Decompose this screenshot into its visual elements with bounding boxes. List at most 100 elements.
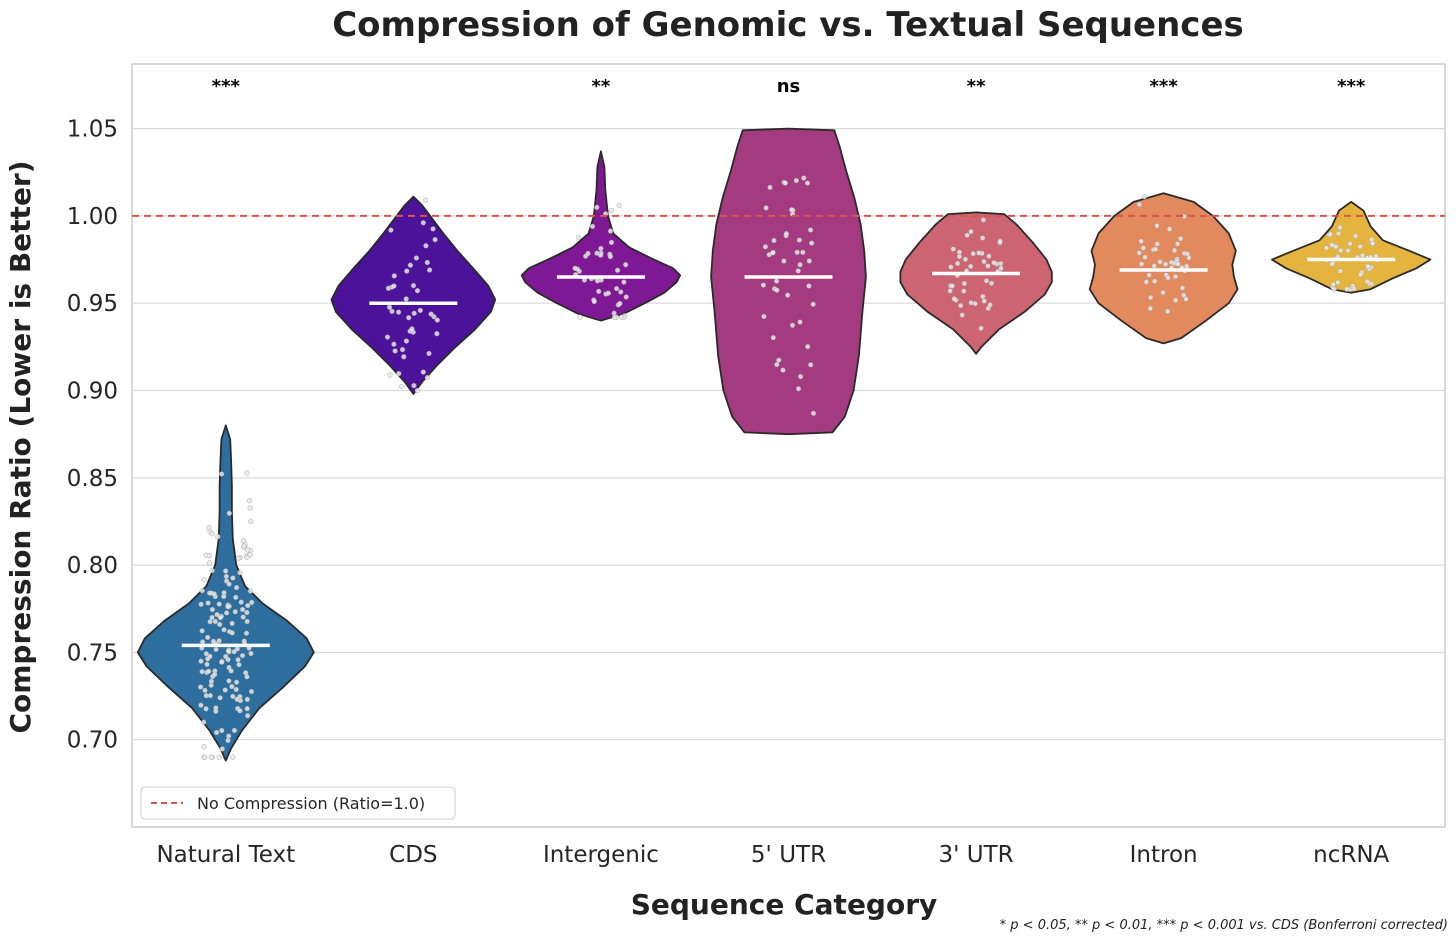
data-point (225, 737, 231, 744)
data-point (991, 260, 997, 266)
data-point (237, 570, 243, 576)
data-point (1147, 305, 1153, 312)
data-point (978, 325, 984, 331)
data-point (245, 713, 251, 719)
data-point (244, 696, 250, 703)
data-point (230, 754, 236, 760)
data-point (404, 268, 410, 274)
x-tick-labels: Natural Text CDS Intergenic 5' UTR 3' UTR Int… (156, 842, 1389, 868)
data-point (208, 678, 215, 684)
data-point (1142, 254, 1148, 260)
data-point (774, 287, 780, 293)
data-point (981, 298, 987, 304)
data-point (407, 262, 414, 268)
data-point (594, 278, 601, 284)
data-point (245, 602, 251, 609)
data-point (981, 259, 987, 265)
data-point (959, 312, 965, 318)
data-point (241, 543, 247, 549)
data-point (426, 350, 432, 357)
data-point (1327, 231, 1334, 237)
data-point (234, 696, 240, 702)
data-point (209, 567, 215, 574)
data-point (213, 708, 219, 714)
data-point (247, 552, 253, 558)
data-point (968, 263, 974, 270)
data-point (961, 280, 967, 287)
data-point (211, 591, 217, 597)
data-point (591, 299, 597, 305)
data-point (808, 362, 814, 368)
data-point (997, 238, 1003, 244)
data-point (793, 178, 799, 184)
data-point (217, 695, 223, 701)
data-point (1136, 250, 1142, 256)
data-point (762, 244, 769, 250)
data-point (950, 246, 956, 252)
data-point (198, 658, 204, 664)
data-point (417, 307, 423, 314)
significance-label-4: ** (967, 76, 986, 97)
data-point (1335, 279, 1341, 286)
data-point (243, 670, 249, 676)
data-point (614, 267, 621, 273)
data-point (202, 687, 208, 694)
data-point (577, 314, 583, 320)
data-point (1140, 245, 1146, 251)
data-point (572, 265, 578, 271)
data-point (228, 668, 234, 674)
legend: No Compression (Ratio=1.0) (140, 786, 456, 820)
x-tick-label-6: ncRNA (1313, 842, 1389, 868)
data-point (199, 588, 205, 594)
data-point (800, 249, 806, 255)
y-tick-label: 0.85 (67, 466, 118, 492)
data-point (420, 220, 426, 226)
data-point (216, 638, 222, 644)
median-lines (181, 257, 1396, 648)
violin-1 (330, 195, 497, 395)
data-point (231, 649, 237, 655)
data-point (976, 250, 982, 256)
data-point (998, 261, 1004, 267)
data-point (1329, 261, 1335, 267)
data-point (411, 383, 417, 389)
data-point (409, 326, 415, 332)
data-point (1352, 233, 1359, 239)
data-point (1338, 247, 1344, 254)
data-point (608, 239, 615, 246)
data-point (770, 250, 776, 256)
data-point (1365, 263, 1371, 270)
data-point (760, 282, 767, 288)
x-tick-label-3: 5' UTR (751, 842, 826, 868)
data-point (386, 304, 393, 310)
data-point (229, 630, 235, 636)
data-point (403, 296, 409, 302)
data-point (611, 314, 618, 320)
data-point (794, 249, 800, 255)
data-point (1347, 241, 1353, 247)
data-point (226, 581, 232, 587)
data-point (1136, 201, 1142, 208)
data-point (607, 228, 614, 234)
data-point (239, 652, 246, 659)
data-point (776, 357, 782, 363)
data-point (430, 226, 436, 232)
data-point (209, 614, 215, 621)
significance-label-5: *** (1150, 76, 1179, 97)
data-point (399, 383, 405, 390)
data-point (229, 620, 235, 627)
data-point (809, 240, 815, 246)
data-point (575, 234, 582, 241)
data-point (608, 207, 615, 214)
data-point (396, 371, 402, 377)
data-point (806, 283, 812, 289)
data-point (199, 669, 205, 675)
data-point (1160, 290, 1166, 296)
y-tick-label: 0.90 (67, 379, 118, 405)
data-point (1141, 194, 1148, 200)
data-point (214, 729, 220, 736)
data-point (226, 678, 232, 684)
data-point (247, 588, 254, 594)
data-point (244, 706, 250, 712)
data-point (623, 262, 629, 268)
